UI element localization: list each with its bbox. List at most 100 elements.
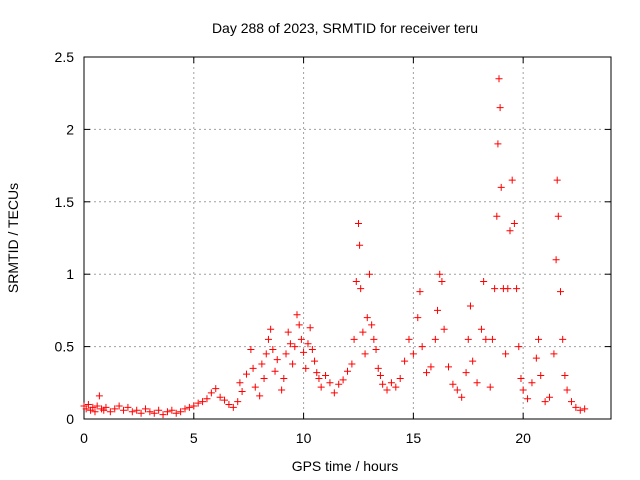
data-point	[482, 335, 490, 343]
data-point	[306, 324, 314, 332]
data-point	[409, 350, 417, 358]
data-point	[185, 403, 193, 411]
data-point	[372, 345, 380, 353]
data-point	[93, 402, 101, 410]
data-point	[120, 406, 128, 414]
data-point	[550, 350, 558, 358]
data-point	[552, 256, 560, 264]
data-point	[438, 277, 446, 285]
data-point	[383, 386, 391, 394]
data-point	[91, 408, 99, 416]
data-point	[502, 350, 510, 358]
data-point	[102, 403, 110, 411]
data-point	[159, 411, 167, 419]
data-point	[477, 325, 485, 333]
data-point	[363, 314, 371, 322]
data-point	[308, 345, 316, 353]
data-point	[387, 379, 395, 387]
data-point	[115, 402, 123, 410]
x-axis-label: GPS time / hours	[292, 458, 399, 474]
data-point	[392, 383, 400, 391]
data-point	[106, 408, 114, 416]
data-points	[80, 75, 589, 419]
plot-frame	[83, 56, 612, 420]
data-point	[449, 380, 457, 388]
data-point	[361, 350, 369, 358]
data-point	[111, 405, 119, 413]
data-point	[506, 227, 514, 235]
y-axis-label: SRMTID / TECUs	[5, 183, 21, 293]
data-point	[216, 393, 224, 401]
data-point	[317, 383, 325, 391]
data-point	[370, 335, 378, 343]
data-point	[563, 386, 571, 394]
data-point	[464, 335, 472, 343]
data-point	[510, 220, 518, 228]
data-point	[350, 335, 358, 343]
data-point	[234, 398, 242, 406]
data-point	[458, 393, 466, 401]
y-tick-label: 1	[66, 266, 74, 282]
x-tick-label: 20	[515, 430, 531, 446]
data-point	[473, 379, 481, 387]
data-point	[326, 379, 334, 387]
data-point	[576, 406, 584, 414]
data-point	[146, 408, 154, 416]
data-point	[508, 176, 516, 184]
data-point	[251, 383, 259, 391]
data-point	[519, 386, 527, 394]
data-point	[311, 357, 319, 365]
data-point	[256, 392, 264, 400]
data-point	[203, 395, 211, 403]
data-point	[207, 389, 215, 397]
data-point	[480, 277, 488, 285]
data-point	[572, 403, 580, 411]
data-point	[177, 408, 185, 416]
data-point	[405, 335, 413, 343]
data-point	[238, 387, 246, 395]
data-point	[322, 372, 330, 380]
data-point	[236, 379, 244, 387]
data-point	[427, 363, 435, 371]
data-point	[524, 395, 532, 403]
data-point	[486, 383, 494, 391]
data-point	[168, 406, 176, 414]
data-point	[493, 212, 501, 220]
axis-ticks: 0 5 10 15 20 0 0.5 1 1.5 2 2.5	[55, 49, 611, 446]
data-point	[304, 340, 312, 348]
data-point	[494, 140, 502, 148]
data-point	[496, 104, 504, 112]
data-point	[150, 409, 158, 417]
data-point	[344, 367, 351, 375]
data-point	[273, 356, 281, 364]
data-point	[491, 285, 499, 293]
data-point	[537, 372, 545, 380]
data-point	[163, 408, 171, 416]
data-point	[553, 176, 561, 184]
data-point	[418, 343, 426, 351]
data-point	[278, 386, 286, 394]
data-point	[365, 270, 373, 278]
data-point	[249, 364, 257, 372]
data-point	[495, 75, 503, 83]
data-point	[297, 335, 305, 343]
data-point	[95, 392, 103, 400]
data-point	[315, 374, 323, 382]
data-point	[155, 406, 163, 414]
data-point	[242, 370, 250, 378]
data-point	[295, 321, 303, 329]
data-point	[212, 385, 220, 393]
data-point	[513, 285, 521, 293]
data-point	[532, 354, 540, 362]
data-point	[330, 389, 338, 397]
data-point	[293, 311, 301, 319]
data-point	[515, 343, 523, 351]
data-point	[89, 403, 97, 411]
data-point	[469, 357, 477, 365]
data-point	[300, 348, 308, 356]
data-point	[190, 402, 198, 410]
data-point	[414, 314, 422, 322]
data-point	[247, 345, 255, 353]
data-point	[291, 343, 299, 351]
data-point	[374, 364, 382, 372]
